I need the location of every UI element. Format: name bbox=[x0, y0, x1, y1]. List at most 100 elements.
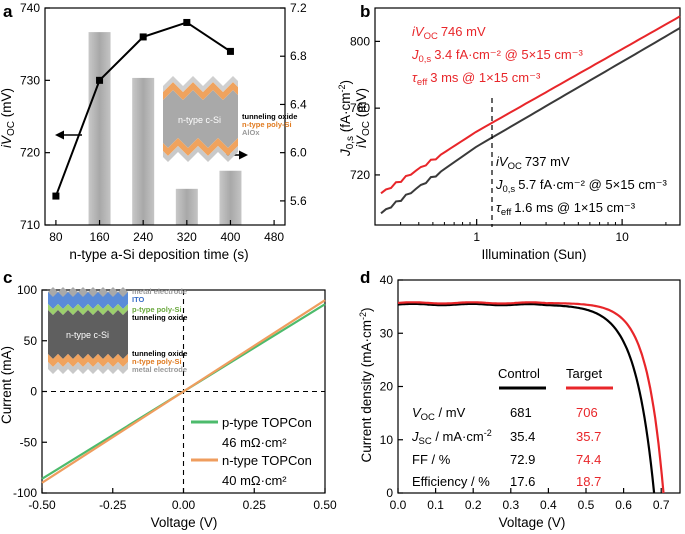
a-ylabel-right: J0,s (fA·cm-2) bbox=[337, 80, 356, 157]
b-series-control bbox=[380, 27, 681, 215]
d-row-ff-control: 72.9 bbox=[510, 452, 535, 467]
c-inset-bottom-oxide: tunneling oxide bbox=[132, 349, 187, 358]
a-ivoc-point-400 bbox=[226, 47, 234, 55]
c-xtick-label: 0.50 bbox=[313, 498, 337, 512]
c-inset-ppoly: p-type poly-Si bbox=[132, 305, 182, 314]
c-inset-top-metal: metal electrode bbox=[132, 287, 187, 296]
c-inset-schematic: n-type c-Si metal electrode ITO p-type p… bbox=[48, 287, 187, 374]
c-ytick-label: -100 bbox=[13, 486, 37, 500]
a-inset-alox: AlOx bbox=[242, 128, 260, 137]
c-series-n-type bbox=[41, 299, 326, 484]
a-xtick-label: 160 bbox=[90, 230, 110, 244]
a-bar-160 bbox=[88, 32, 111, 225]
a-ivoc-point-80 bbox=[52, 192, 60, 200]
d-row-jsc-label: JSC / mA·cm-2 bbox=[411, 428, 492, 447]
a-bar-240 bbox=[132, 77, 155, 225]
c-xtick-label: 0.00 bbox=[172, 498, 196, 512]
d-xlabel: Voltage (V) bbox=[499, 515, 566, 530]
a-ytick-right-label: 7.2 bbox=[290, 1, 307, 15]
c-ytick-label: 100 bbox=[17, 283, 37, 297]
a-ytick-right-label: 6.4 bbox=[290, 97, 307, 111]
c-ytick-label: 50 bbox=[24, 334, 38, 348]
c-inset-bottom-metal: metal electrode bbox=[132, 365, 187, 374]
a-ivoc-point-320 bbox=[183, 18, 191, 26]
d-xtick-label: 0.3 bbox=[502, 498, 519, 512]
b-black-teff: τeff 1.6 ms @ 1×15 cm⁻³ bbox=[496, 200, 636, 218]
d-table-header-target: Target bbox=[566, 366, 603, 381]
c-legend-p-value: 46 mΩ·cm² bbox=[222, 435, 287, 450]
b-ytick-label: 760 bbox=[350, 101, 370, 115]
a-ylabel-left: iVOC (mV) bbox=[0, 88, 17, 148]
d-xtick-label: 0.0 bbox=[390, 498, 407, 512]
a-ivoc-point-160 bbox=[96, 76, 104, 84]
d-xtick-label: 0.1 bbox=[427, 498, 444, 512]
d-xtick-label: 0.7 bbox=[653, 498, 670, 512]
a-inset-tunneling-oxide: tunneling oxide bbox=[242, 112, 297, 121]
c-ylabel: Current (mA) bbox=[0, 346, 14, 424]
b-black-ivoc: iVOC 737 mV bbox=[496, 154, 570, 172]
panel-label-d: d bbox=[360, 268, 370, 287]
panel-label-a: a bbox=[3, 2, 13, 21]
c-legend: p-type TOPCon 46 mΩ·cm² n-type TOPCon 40… bbox=[191, 415, 312, 488]
c-legend-n-name: n-type TOPCon bbox=[222, 453, 312, 468]
c-inset-core-label: n-type c-Si bbox=[66, 330, 109, 340]
a-bar-400 bbox=[219, 170, 242, 225]
b-frame bbox=[374, 7, 681, 226]
c-ytick-label: 0 bbox=[30, 385, 37, 399]
a-ytick-right-label: 5.6 bbox=[290, 194, 307, 208]
d-row-voc-control: 681 bbox=[510, 405, 532, 420]
panel-b: 1 10 720 760 800 iVOC 746 mV J0,s 3.4 fA·cm⁻² … bbox=[350, 7, 681, 262]
d-row-jsc-target: 35.7 bbox=[576, 429, 601, 444]
a-bar-320 bbox=[175, 188, 198, 225]
b-series-target bbox=[380, 15, 681, 195]
d-xtick-label: 0.2 bbox=[465, 498, 482, 512]
a-inset-schematic: n-type c-Si tunneling oxide n-type poly-… bbox=[163, 76, 297, 162]
b-xtick-label: 1 bbox=[473, 230, 480, 244]
d-series-lines bbox=[397, 301, 665, 494]
a-ytick-left-label: 730 bbox=[20, 73, 40, 87]
b-axes: 1 10 720 760 800 bbox=[350, 7, 681, 244]
c-xtick-label: 0.25 bbox=[243, 498, 267, 512]
d-ytick-label: 40 bbox=[380, 273, 394, 287]
a-xtick-label: 400 bbox=[220, 230, 240, 244]
b-red-j0: J0,s 3.4 fA·cm⁻² @ 5×15 cm⁻³ bbox=[411, 47, 584, 65]
b-ytick-label: 800 bbox=[350, 34, 370, 48]
a-ytick-right-label: 6.8 bbox=[290, 49, 307, 63]
d-row-eff-target: 18.7 bbox=[576, 474, 601, 489]
b-annotation-target: iVOC 746 mV J0,s 3.4 fA·cm⁻² @ 5×15 cm⁻³ τ… bbox=[411, 24, 584, 88]
a-ytick-left-label: 710 bbox=[20, 218, 40, 232]
c-legend-p-name: p-type TOPCon bbox=[222, 415, 312, 430]
d-row-eff-label: Efficiency / % bbox=[412, 474, 490, 489]
b-ylabel: iVOC (mV) bbox=[354, 88, 372, 148]
a-axes: 80 160 240 320 400 480 710 720 730 740 5.6 6.0 6.4 6.… bbox=[20, 1, 307, 244]
b-red-ivoc: iVOC 746 mV bbox=[412, 24, 486, 42]
d-ytick-label: 30 bbox=[380, 326, 394, 340]
c-ytick-label: -50 bbox=[20, 435, 38, 449]
b-xlabel: Illumination (Sun) bbox=[481, 247, 586, 262]
a-xtick-label: 480 bbox=[264, 230, 284, 244]
c-inset-npoly: n-type poly-Si bbox=[132, 357, 182, 366]
a-ivoc-point-240 bbox=[139, 33, 147, 41]
panel-label-b: b bbox=[360, 2, 370, 21]
panel-c: -0.50 -0.25 0.00 0.25 0.50 -100 -50 0 50 100 n-ty… bbox=[0, 283, 337, 530]
a-xtick-label: 80 bbox=[49, 230, 63, 244]
d-table: Control Target VOC / mV 681 706 JSC / mA… bbox=[411, 366, 613, 489]
a-bars bbox=[88, 32, 242, 225]
a-xtick-label: 240 bbox=[133, 230, 153, 244]
c-series-lines bbox=[41, 299, 326, 484]
a-ytick-left-label: 720 bbox=[20, 146, 40, 160]
a-ivoc-line bbox=[52, 18, 234, 200]
b-red-teff: τeff 3 ms @ 1×15 cm⁻³ bbox=[412, 70, 541, 88]
d-axes: 0.0 0.1 0.2 0.3 0.4 0.5 0.6 0.7 0 10 20 30 40 bbox=[380, 273, 681, 512]
a-ytick-left-label: 740 bbox=[20, 1, 40, 15]
d-row-voc-target: 706 bbox=[576, 405, 598, 420]
d-series-control bbox=[397, 302, 656, 494]
panel-label-c: c bbox=[3, 268, 12, 287]
d-xtick-label: 0.6 bbox=[615, 498, 632, 512]
c-axes: -0.50 -0.25 0.00 0.25 0.50 -100 -50 0 50 100 bbox=[13, 283, 337, 512]
d-row-jsc-control: 35.4 bbox=[510, 429, 535, 444]
c-inset-ito: ITO bbox=[132, 295, 145, 304]
a-frame bbox=[44, 7, 286, 226]
b-series-lines bbox=[380, 15, 681, 215]
